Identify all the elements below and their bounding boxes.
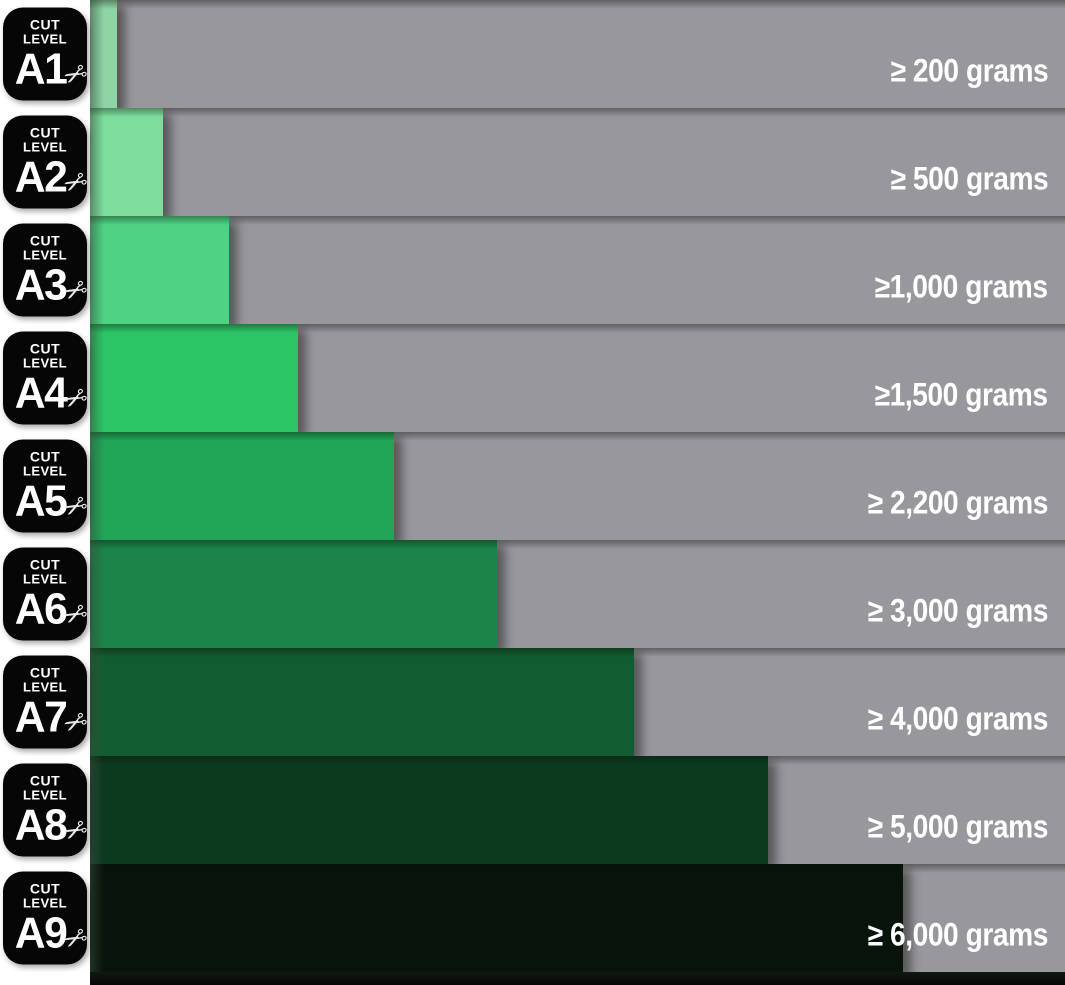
table-row: CUT LEVEL A7 ✂ ≥ 4,000 grams bbox=[0, 648, 1065, 756]
cut-level-bar bbox=[90, 864, 903, 972]
grams-threshold-label: ≥ 4,000 grams bbox=[867, 700, 1049, 737]
cut-level-badge: CUT LEVEL A6 ✂ bbox=[3, 547, 93, 641]
cut-level-badge: CUT LEVEL A5 ✂ bbox=[3, 439, 93, 533]
badge-cut-label: CUT bbox=[29, 556, 61, 573]
badge-code: A3 bbox=[15, 260, 68, 310]
badge-cut-label: CUT bbox=[29, 16, 61, 33]
gray-track-bar bbox=[90, 0, 1065, 108]
badge-level-label: LEVEL bbox=[23, 895, 67, 911]
badge-cut-label: CUT bbox=[29, 664, 61, 681]
badge-cut-label: CUT bbox=[29, 340, 61, 357]
badge-level-label: LEVEL bbox=[23, 355, 67, 371]
cut-level-bar bbox=[90, 540, 497, 648]
grams-threshold-label: ≥ 6,000 grams bbox=[867, 916, 1049, 953]
grams-threshold-label: ≥1,000 grams bbox=[875, 268, 1048, 305]
badge-code: A7 bbox=[15, 692, 68, 742]
badge-level-label: LEVEL bbox=[23, 31, 67, 47]
badge-level-label: LEVEL bbox=[23, 247, 67, 263]
table-row: CUT LEVEL A8 ✂ ≥ 5,000 grams bbox=[0, 756, 1065, 864]
badge-code: A9 bbox=[15, 908, 68, 958]
badge-code: A5 bbox=[15, 476, 68, 526]
badge-code: A8 bbox=[15, 800, 68, 850]
cut-level-bar bbox=[90, 108, 163, 216]
cut-level-badge: CUT LEVEL A9 ✂ bbox=[3, 871, 93, 965]
chart-bottom-shadow bbox=[90, 972, 1065, 985]
cut-level-badge: CUT LEVEL A8 ✂ bbox=[3, 763, 93, 857]
badge-cut-label: CUT bbox=[29, 448, 61, 465]
gray-track-bar bbox=[90, 216, 1065, 324]
table-row: CUT LEVEL A9 ✂ ≥ 6,000 grams bbox=[0, 864, 1065, 972]
table-row: CUT LEVEL A3 ✂ ≥1,000 grams bbox=[0, 216, 1065, 324]
cut-level-bar bbox=[90, 756, 768, 864]
grams-threshold-label: ≥ 5,000 grams bbox=[867, 808, 1049, 845]
cut-level-badge: CUT LEVEL A7 ✂ bbox=[3, 655, 93, 749]
cut-level-bar bbox=[90, 324, 298, 432]
badge-level-label: LEVEL bbox=[23, 463, 67, 479]
grams-threshold-label: ≥ 2,200 grams bbox=[867, 484, 1049, 521]
badge-level-label: LEVEL bbox=[23, 139, 67, 155]
grams-threshold-label: ≥1,500 grams bbox=[875, 376, 1048, 413]
gray-track-bar bbox=[90, 108, 1065, 216]
grams-threshold-label: ≥ 500 grams bbox=[890, 160, 1048, 197]
badge-code: A6 bbox=[15, 584, 68, 634]
badge-cut-label: CUT bbox=[29, 124, 61, 141]
table-row: CUT LEVEL A1 ✂ ≥ 200 grams bbox=[0, 0, 1065, 108]
badge-level-label: LEVEL bbox=[23, 679, 67, 695]
badge-cut-label: CUT bbox=[29, 880, 61, 897]
cut-level-bar bbox=[90, 0, 117, 108]
cut-level-badge: CUT LEVEL A4 ✂ bbox=[3, 331, 93, 425]
badge-cut-label: CUT bbox=[29, 772, 61, 789]
cut-level-bar bbox=[90, 648, 634, 756]
badge-code: A2 bbox=[15, 152, 68, 202]
badge-level-label: LEVEL bbox=[23, 571, 67, 587]
cut-level-bar bbox=[90, 216, 229, 324]
badge-code: A4 bbox=[15, 368, 68, 418]
cut-level-bar bbox=[90, 432, 394, 540]
badge-code: A1 bbox=[15, 44, 68, 94]
badge-level-label: LEVEL bbox=[23, 787, 67, 803]
table-row: CUT LEVEL A5 ✂ ≥ 2,200 grams bbox=[0, 432, 1065, 540]
grams-threshold-label: ≥ 3,000 grams bbox=[867, 592, 1049, 629]
grams-threshold-label: ≥ 200 grams bbox=[890, 52, 1048, 89]
cut-level-badge: CUT LEVEL A2 ✂ bbox=[3, 115, 93, 209]
table-row: CUT LEVEL A6 ✂ ≥ 3,000 grams bbox=[0, 540, 1065, 648]
cut-level-badge: CUT LEVEL A3 ✂ bbox=[3, 223, 93, 317]
table-row: CUT LEVEL A4 ✂ ≥1,500 grams bbox=[0, 324, 1065, 432]
badge-cut-label: CUT bbox=[29, 232, 61, 249]
cut-level-badge: CUT LEVEL A1 ✂ bbox=[3, 7, 93, 101]
table-row: CUT LEVEL A2 ✂ ≥ 500 grams bbox=[0, 108, 1065, 216]
